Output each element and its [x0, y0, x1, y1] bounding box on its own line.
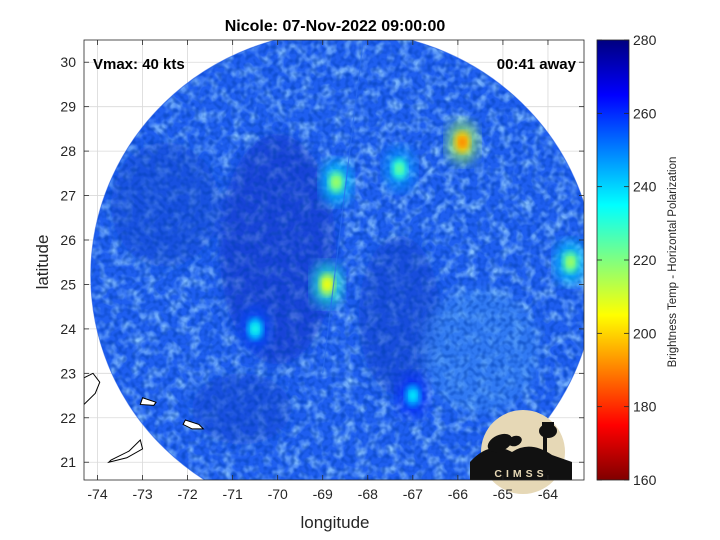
coastlines — [84, 372, 205, 464]
x-tick-label: -65 — [493, 486, 513, 502]
logo-text: CIMSS — [494, 468, 547, 480]
feature-cell-east — [446, 120, 479, 165]
y-tick-label: 30 — [60, 54, 76, 70]
feature-band-south — [396, 373, 429, 418]
feature-band-north-east — [383, 146, 416, 191]
cimss-logo: CIMSS — [470, 410, 572, 494]
x-tick-label: -68 — [358, 486, 378, 502]
colorbar-label: Brightness Temp - Horizontal Polarizatio… — [667, 157, 679, 368]
chart-title: Nicole: 07-Nov-2022 09:00:00 — [225, 18, 446, 35]
coastline-caicos — [139, 397, 157, 406]
x-tick-label: -66 — [448, 486, 468, 502]
colorbar-tick-label: 240 — [633, 179, 657, 195]
x-axis: -74 -73 -72 -71 -70 -69 -68 -67 -66 -65 -64 — [87, 40, 558, 502]
feature-band-east-edge — [554, 240, 584, 285]
y-tick-label: 25 — [60, 276, 76, 292]
feature-eyewall-core — [311, 262, 344, 307]
vmax-annotation: Vmax: 40 kts — [93, 56, 185, 73]
colorbar-tick-label: 160 — [633, 472, 657, 488]
colorbar-tick-label: 200 — [633, 325, 657, 341]
y-tick-label: 27 — [60, 188, 76, 204]
colorbar-ticks: 160 180 200 220 240 260 280 — [597, 32, 657, 488]
swath-image — [90, 40, 584, 480]
y-tick-label: 28 — [60, 143, 76, 159]
x-tick-label: -70 — [268, 486, 288, 502]
feature-band-south-west — [239, 306, 272, 351]
y-tick-label: 26 — [60, 232, 76, 248]
colorbar-tick-label: 180 — [633, 399, 657, 415]
x-tick-label: -74 — [87, 486, 107, 502]
colorbar — [596, 39, 630, 481]
x-tick-label: -67 — [403, 486, 423, 502]
y-tick-label: 21 — [60, 454, 76, 470]
x-tick-label: -64 — [538, 486, 558, 502]
y-tick-label: 24 — [60, 321, 76, 337]
x-tick-label: -72 — [177, 486, 197, 502]
colorbar-tick-label: 220 — [633, 252, 657, 268]
x-axis-label: longitude — [300, 513, 369, 532]
colorbar-tick-label: 280 — [633, 32, 657, 48]
colorbar-tick-label: 260 — [633, 105, 657, 121]
coastline-inagua — [107, 439, 144, 464]
time-offset-annotation: 00:41 away — [497, 56, 577, 73]
x-tick-label: -73 — [132, 486, 152, 502]
y-axis-label: latitude — [33, 235, 52, 290]
y-tick-label: 22 — [60, 410, 76, 426]
y-tick-label: 23 — [60, 365, 76, 381]
x-tick-label: -71 — [223, 486, 243, 502]
swath-edge — [90, 40, 584, 480]
plot-frame — [83, 39, 585, 481]
coastline-west — [84, 372, 101, 406]
coastline-turks — [182, 419, 205, 430]
y-tick-label: 29 — [60, 99, 76, 115]
x-tick-label: -69 — [313, 486, 333, 502]
y-axis: 21 22 23 24 25 26 27 28 29 30 — [60, 54, 584, 470]
